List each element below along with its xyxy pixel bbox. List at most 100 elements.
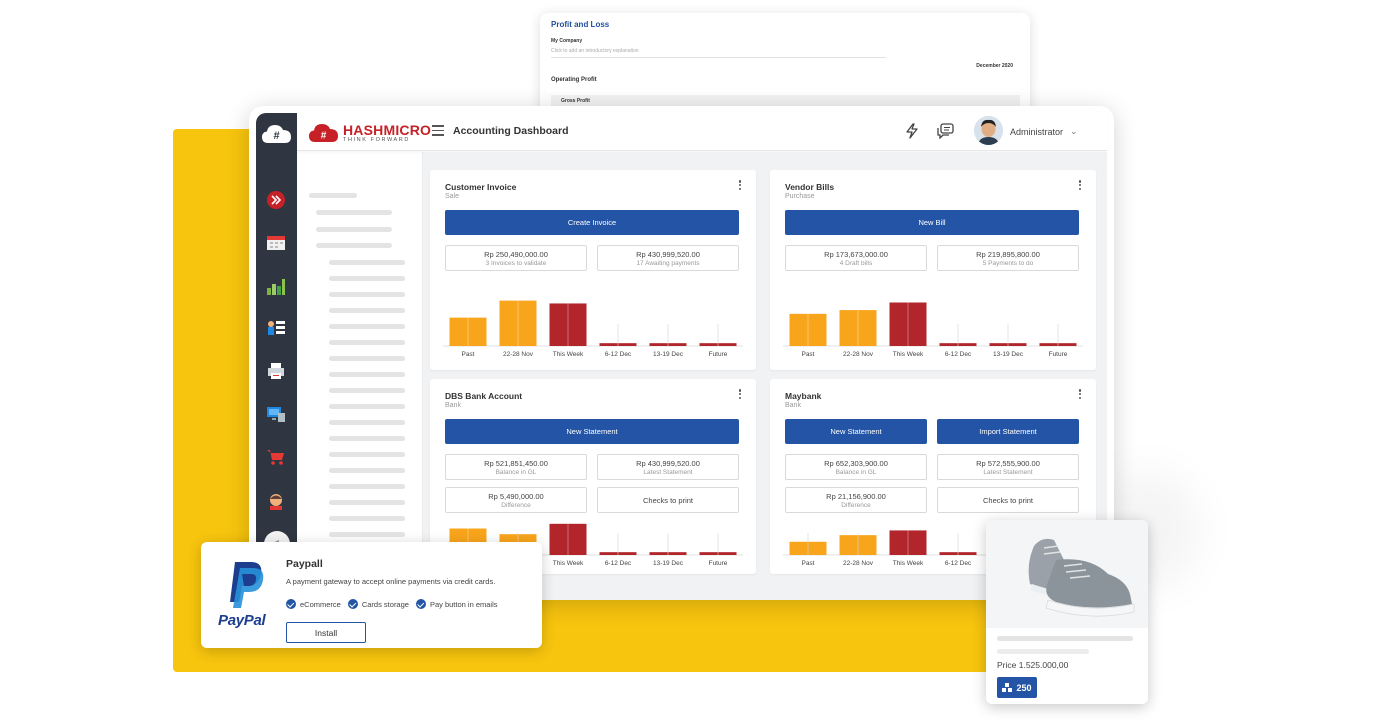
stat-label: Balance in GL: [495, 469, 537, 476]
stat-box[interactable]: Rp 572,555,900.00 Latest Statement: [937, 454, 1079, 480]
stock-badge[interactable]: 250: [997, 677, 1037, 698]
tick-label: Future: [709, 351, 728, 358]
integration-title: Paypall: [286, 558, 323, 570]
submenu-placeholder: [309, 193, 357, 198]
submenu-placeholder: [329, 420, 405, 425]
user-name[interactable]: Administrator: [1010, 127, 1064, 137]
product-name-placeholder: [997, 636, 1133, 641]
svg-text:#: #: [321, 131, 327, 142]
stat-value: Rp 250,490,000.00: [484, 250, 548, 259]
bar-chart-icon[interactable]: [265, 276, 287, 296]
feature-item: Cards storage: [347, 599, 409, 609]
support-icon[interactable]: [265, 491, 287, 511]
calendar-icon[interactable]: [265, 233, 287, 253]
submenu-placeholder: [329, 516, 405, 521]
boxes-icon: [1002, 683, 1013, 692]
tick-label: Future: [709, 560, 728, 567]
chevron-down-icon[interactable]: ⌄: [1070, 126, 1078, 136]
submenu-placeholder: [329, 388, 405, 393]
check-circle-icon: [415, 599, 426, 609]
product-card[interactable]: Price 1.525.000,00 250: [986, 520, 1148, 704]
import-statement-button[interactable]: Import Statement: [937, 419, 1079, 444]
tick-label: 13-19 Dec: [993, 351, 1024, 358]
stat-box[interactable]: Rp 250,490,000.00 3 Invoices to validate: [445, 245, 587, 271]
stat-box[interactable]: Rp 5,490,000.00 Difference: [445, 487, 587, 513]
stat-label: 4 Draft bills: [839, 260, 873, 267]
submenu-placeholder: [329, 276, 405, 281]
stat-box[interactable]: Rp 430,999,520.00 17 Awaiting payments: [597, 245, 739, 271]
product-image: [986, 520, 1148, 628]
submenu-placeholder: [329, 340, 405, 345]
widget-subtitle: Purchase: [785, 193, 815, 200]
stat-value: Rp 173,673,000.00: [824, 250, 888, 259]
gross-profit-row: Gross Profit: [551, 95, 1020, 109]
bar-chart: Past 22-28 Nov This Week 6-12 Dec 13-19 Dec F…: [443, 300, 743, 358]
feature-item: Pay button in emails: [415, 599, 498, 609]
stat-value: Rp 430,999,520.00: [636, 459, 700, 468]
kebab-menu-icon[interactable]: [1078, 389, 1082, 401]
kebab-menu-icon[interactable]: [1078, 180, 1082, 192]
create-invoice-button[interactable]: Create Invoice: [445, 210, 739, 235]
kebab-menu-icon[interactable]: [738, 389, 742, 401]
stat-label: 5 Payments to do: [982, 260, 1034, 267]
stat-value: Rp 430,999,520.00: [636, 250, 700, 259]
printer-icon[interactable]: [265, 361, 287, 381]
tick-label: This Week: [893, 560, 924, 567]
brand-logo[interactable]: # HASHMICRO THINK FORWARD: [309, 123, 431, 144]
widget-subtitle: Bank: [445, 402, 461, 409]
submenu-placeholder: [329, 452, 405, 457]
checks-to-print-button[interactable]: Checks to print: [597, 487, 739, 513]
product-desc-placeholder: [997, 649, 1089, 654]
widget-title: Maybank: [785, 391, 822, 401]
app-sidebar: #: [256, 113, 297, 600]
cloud-logo-icon[interactable]: #: [261, 123, 292, 145]
customer-invoice-widget: Customer Invoice Sale Create Invoice Rp …: [430, 170, 756, 370]
stat-box[interactable]: Rp 173,673,000.00 4 Draft bills: [785, 245, 927, 271]
stat-value: Rp 21,156,900.00: [826, 492, 886, 501]
checks-to-print-button[interactable]: Checks to print: [937, 487, 1079, 513]
integration-description: A payment gateway to accept online payme…: [286, 577, 496, 586]
submenu-placeholder: [329, 404, 405, 409]
widget-title: DBS Bank Account: [445, 391, 523, 401]
tick-label: 22-28 Nov: [843, 560, 874, 567]
submenu-placeholder: [316, 227, 392, 232]
dashboard-window: #: [249, 106, 1114, 600]
check-circle-icon: [347, 599, 358, 609]
menu-toggle-icon[interactable]: [432, 125, 444, 136]
stat-value: Rp 572,555,900.00: [976, 459, 1040, 468]
lightning-icon[interactable]: [905, 123, 919, 139]
user-avatar[interactable]: [974, 116, 1003, 145]
expand-icon[interactable]: [265, 190, 287, 210]
computer-icon[interactable]: [265, 404, 287, 424]
stat-label: Latest Statement: [643, 469, 693, 476]
new-statement-button[interactable]: New Statement: [445, 419, 739, 444]
stat-box[interactable]: Rp 652,303,900.00 Balance in GL: [785, 454, 927, 480]
cart-icon[interactable]: [265, 447, 287, 467]
tick-label: 6-12 Dec: [945, 560, 972, 567]
new-bill-button[interactable]: New Bill: [785, 210, 1079, 235]
submenu-placeholder: [329, 356, 405, 361]
stat-box[interactable]: Rp 219,895,800.00 5 Payments to do: [937, 245, 1079, 271]
stat-box[interactable]: Rp 21,156,900.00 Difference: [785, 487, 927, 513]
intro-placeholder[interactable]: Click to add an introductory explanation: [551, 48, 886, 58]
stat-box[interactable]: Rp 521,851,450.00 Balance in GL: [445, 454, 587, 480]
operating-profit-heading: Operating Profit: [551, 77, 597, 83]
chat-icon[interactable]: [937, 123, 954, 139]
hashmicro-cloud-icon: #: [309, 124, 338, 143]
tick-label: Past: [801, 351, 814, 358]
kebab-menu-icon[interactable]: [738, 180, 742, 192]
check-circle-icon: [286, 599, 296, 609]
company-name: My Company: [551, 38, 583, 44]
install-button[interactable]: Install: [286, 622, 366, 643]
submenu-placeholder: [329, 324, 405, 329]
submenu-placeholder: [316, 243, 392, 248]
org-chart-icon[interactable]: [265, 318, 287, 338]
stat-label: 17 Awaiting payments: [636, 260, 700, 267]
submenu-placeholder: [329, 292, 405, 297]
page-title: Accounting Dashboard: [453, 125, 569, 137]
product-price: Price 1.525.000,00: [997, 660, 1069, 670]
widget-title: Customer Invoice: [445, 182, 517, 192]
stat-label: Difference: [501, 502, 531, 509]
stat-box[interactable]: Rp 430,999,520.00 Latest Statement: [597, 454, 739, 480]
new-statement-button[interactable]: New Statement: [785, 419, 927, 444]
